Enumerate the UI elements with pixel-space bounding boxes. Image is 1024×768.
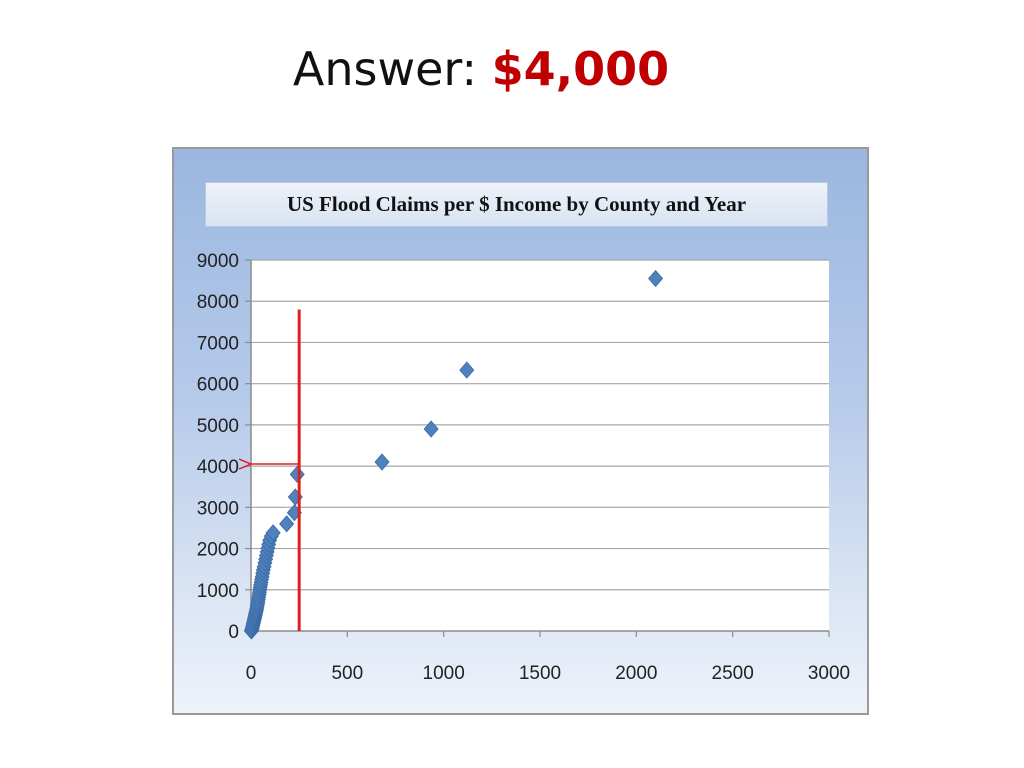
data-point [265, 524, 281, 542]
y-tick-label: 1000 [197, 581, 239, 602]
x-tick-label: 1500 [519, 663, 561, 684]
y-tick-label: 7000 [197, 333, 239, 354]
y-tick-label: 2000 [197, 540, 239, 561]
data-point [374, 453, 390, 471]
chart-area: US Flood Claims per $ Income by County a… [172, 147, 869, 715]
answer-heading: Answer: $4,000 [0, 42, 962, 96]
x-tick-label: 1000 [423, 663, 465, 684]
answer-prefix: Answer: [292, 42, 492, 96]
x-tick-label: 2500 [712, 663, 754, 684]
x-tick-label: 2000 [615, 663, 657, 684]
y-tick-label: 5000 [197, 416, 239, 437]
chart-title: US Flood Claims per $ Income by County a… [286, 192, 747, 216]
y-tick-label: 9000 [197, 251, 239, 272]
data-point [648, 269, 664, 288]
y-tick-label: 4000 [197, 457, 239, 478]
answer-amount: $4,000 [491, 42, 670, 96]
scatter-plot: 0 500 1000 1500 2000 2500 3000 0 1000 2000 3000 400… [197, 251, 850, 684]
data-point [459, 361, 475, 379]
data-point [423, 420, 439, 438]
y-tick-label: 0 [228, 622, 239, 643]
x-tick-label: 3000 [808, 663, 850, 684]
x-tick-label: 0 [246, 663, 257, 684]
x-tick-label: 500 [331, 663, 363, 684]
chart-title-box: US Flood Claims per $ Income by County a… [205, 182, 828, 227]
data-point [289, 465, 305, 483]
data-point [279, 515, 295, 533]
plot-background [251, 260, 829, 631]
y-tick-label: 3000 [197, 498, 239, 519]
y-tick-label: 6000 [197, 375, 239, 396]
y-tick-label: 8000 [197, 292, 239, 313]
